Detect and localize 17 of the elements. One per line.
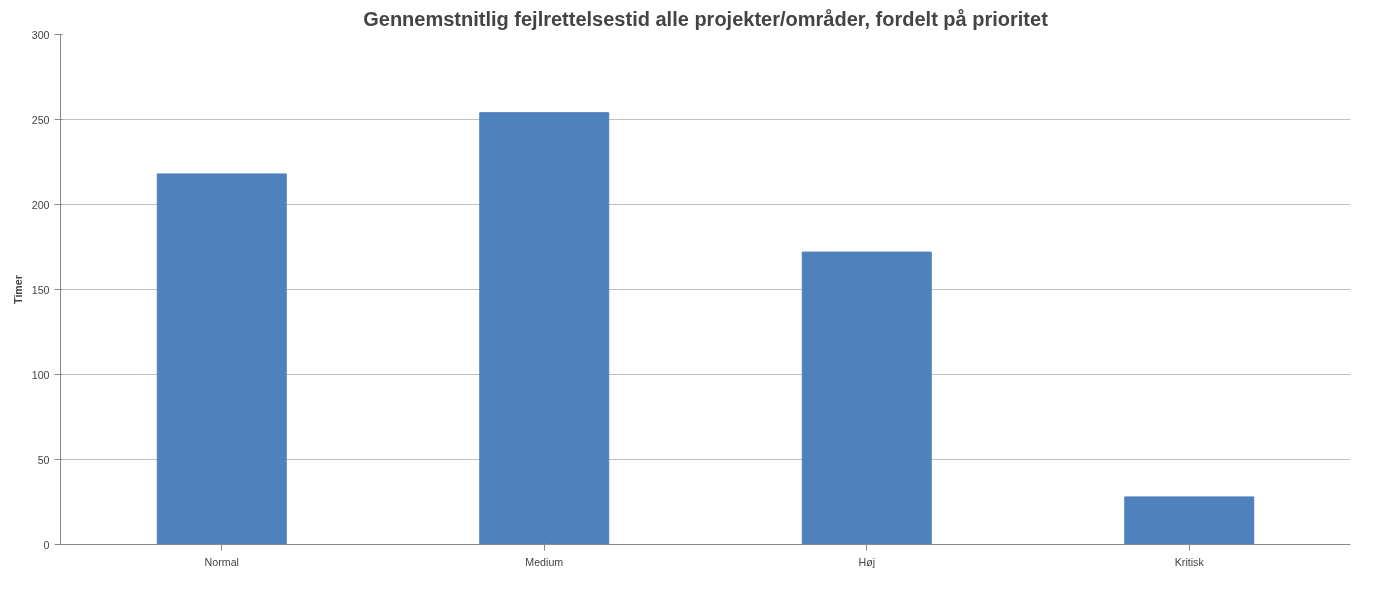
chart-title: Gennemstnitlig fejlrettelsestid alle projekter/områder, fordelt på prioritet: [363, 7, 1049, 30]
y-tick-label: 300: [31, 28, 50, 41]
x-tick-label: Normal: [204, 555, 239, 568]
bar: [156, 173, 287, 545]
y-tick-label: 200: [31, 198, 50, 211]
bar: [479, 112, 610, 545]
bar: [801, 251, 932, 545]
y-tick-label: 50: [37, 453, 50, 466]
y-tick-label: 100: [31, 368, 50, 381]
y-axis-title: Timer: [11, 275, 24, 304]
x-tick-label: Høj: [858, 555, 876, 568]
y-tick-label: 150: [31, 283, 50, 296]
bar: [1124, 496, 1255, 545]
y-tick-label: 0: [43, 538, 50, 551]
y-tick-label: 250: [31, 113, 50, 126]
x-tick-label: Kritisk: [1174, 555, 1205, 568]
x-tick-label: Medium: [525, 555, 564, 568]
